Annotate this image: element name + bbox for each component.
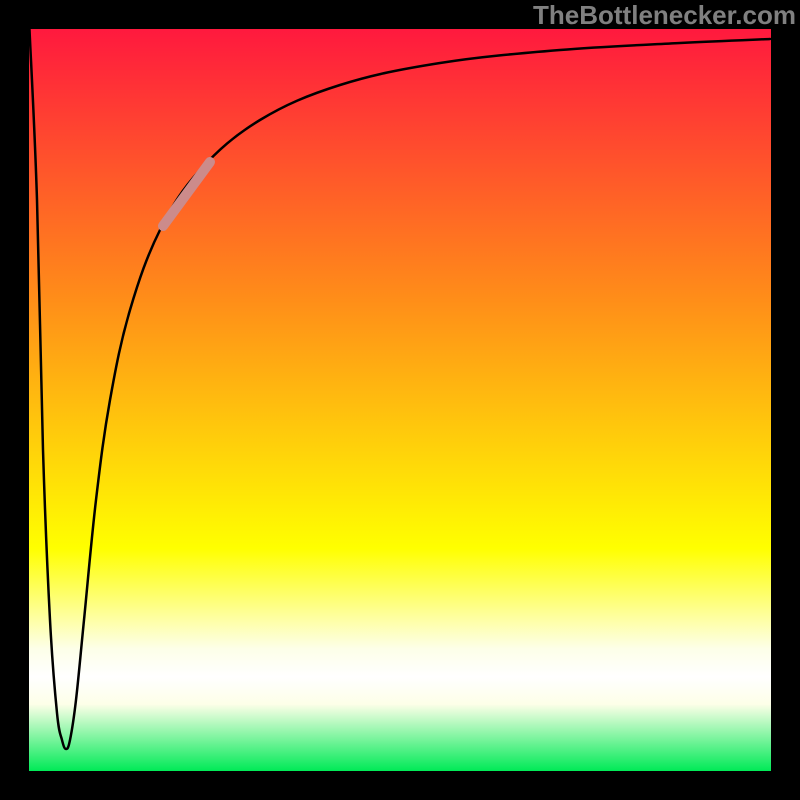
plot-area [0,0,800,800]
watermark-text: TheBottlenecker.com [533,0,796,31]
chart-container: TheBottlenecker.com [0,0,800,800]
plot-background-gradient [29,29,771,771]
